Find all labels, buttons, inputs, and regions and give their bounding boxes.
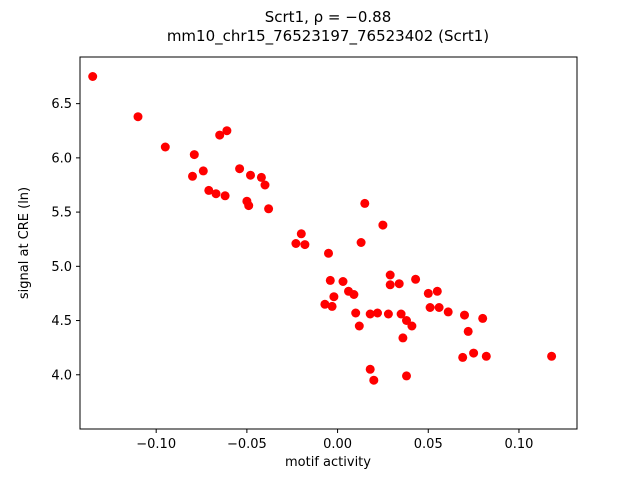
data-point	[220, 191, 230, 201]
data-point	[478, 313, 488, 323]
plot-area: −0.10 −0.05 0.00 0.05 0.10 4.0 4.5 5.0 5.5 6.0 6.5	[51, 56, 578, 452]
data-point	[458, 352, 468, 362]
data-point	[198, 166, 208, 176]
data-point	[423, 288, 433, 298]
data-point	[291, 239, 301, 248]
x-tick-label: 0.10	[504, 437, 533, 452]
data-point	[365, 309, 375, 319]
data-point	[396, 309, 406, 319]
data-point	[360, 198, 370, 208]
data-point	[432, 286, 442, 296]
data-point	[394, 279, 404, 289]
y-axis-label: signal at CRE (ln)	[17, 187, 32, 299]
x-tick-label: −0.05	[227, 437, 267, 452]
data-point	[300, 240, 310, 250]
data-point	[373, 308, 382, 318]
data-point	[222, 126, 232, 136]
y-tick-label: 6.5	[51, 97, 72, 112]
data-point	[349, 290, 359, 299]
data-point	[246, 170, 255, 180]
chart-title: Scrt1, ρ = −0.88	[265, 8, 392, 26]
data-point	[320, 299, 330, 309]
data-point	[327, 301, 337, 311]
plot-border	[79, 56, 578, 430]
data-point	[407, 321, 417, 331]
data-point	[378, 220, 388, 230]
data-point	[188, 171, 197, 181]
data-point	[463, 326, 473, 336]
data-point	[296, 229, 306, 239]
data-point	[369, 375, 379, 385]
data-point	[256, 172, 266, 182]
data-point	[481, 351, 491, 361]
data-point	[215, 130, 225, 140]
chart-subtitle: mm10_chr15_76523197_76523402 (Scrt1)	[167, 27, 489, 46]
data-point	[434, 303, 444, 312]
data-point	[338, 277, 348, 286]
x-tick-label: 0.00	[323, 437, 352, 452]
data-point	[260, 180, 270, 190]
data-point	[244, 201, 254, 211]
y-tick-label: 5.5	[51, 206, 72, 221]
data-point	[547, 351, 557, 361]
data-point	[443, 307, 453, 317]
data-point	[133, 112, 143, 122]
data-point	[402, 371, 411, 381]
data-point	[460, 310, 469, 320]
y-tick-label: 4.0	[51, 368, 72, 383]
data-point	[160, 142, 170, 152]
data-point	[398, 333, 408, 343]
data-point	[324, 248, 333, 258]
data-point	[469, 348, 479, 358]
y-tick-label: 5.0	[51, 260, 72, 275]
data-point	[425, 303, 435, 312]
data-point	[235, 164, 245, 174]
data-point	[385, 270, 395, 280]
data-point	[211, 189, 221, 199]
data-point	[383, 309, 393, 319]
data-point	[351, 308, 361, 318]
data-point	[88, 72, 98, 81]
data-point	[354, 321, 364, 331]
data-point	[204, 185, 214, 195]
x-tick-label: −0.10	[136, 437, 176, 452]
x-axis-label: motif activity	[285, 455, 371, 470]
data-point	[329, 292, 339, 302]
x-tick-label: 0.05	[414, 437, 443, 452]
data-point	[402, 316, 411, 325]
data-point	[365, 364, 375, 374]
y-tick-label: 4.5	[51, 314, 72, 329]
y-tick-label: 6.0	[51, 151, 72, 166]
data-point	[264, 204, 274, 214]
data-point	[385, 280, 395, 290]
data-point	[325, 275, 335, 285]
data-point	[356, 238, 366, 247]
data-point	[411, 274, 421, 284]
data-point	[189, 150, 199, 160]
